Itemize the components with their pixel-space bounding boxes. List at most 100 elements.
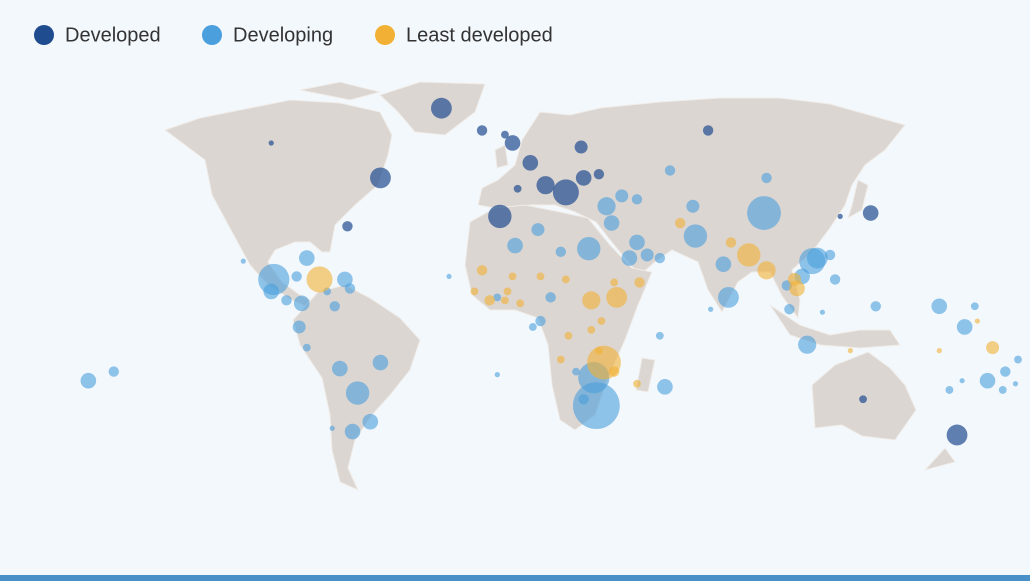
bubble [577, 237, 601, 261]
bubble [342, 221, 353, 232]
bubble [757, 261, 776, 280]
legend-label: Developing [233, 24, 333, 46]
bubble [292, 320, 306, 334]
new-zealand [923, 447, 956, 471]
bubble [829, 274, 841, 285]
bubble [629, 234, 645, 251]
bubble [674, 217, 686, 229]
bubble [345, 381, 370, 405]
bubble [837, 213, 843, 219]
bubble [372, 354, 389, 371]
bubble [936, 348, 942, 354]
bubble [945, 386, 954, 394]
legend: Developed Developing Least developed [34, 24, 553, 46]
bubble [606, 286, 628, 308]
bubble [621, 250, 638, 266]
bubble [1012, 381, 1019, 387]
bubble [80, 372, 97, 389]
bubble [959, 378, 965, 384]
bubble [555, 246, 566, 258]
bubble [370, 167, 391, 189]
bubble [362, 413, 379, 430]
legend-marker [202, 25, 222, 45]
bubble [332, 360, 348, 377]
bubble [587, 326, 596, 334]
legend-label: Developed [65, 24, 161, 46]
bubble [516, 299, 525, 308]
bubble [986, 341, 1000, 355]
bubble [572, 367, 580, 376]
bubble [608, 366, 620, 377]
bubble [337, 271, 353, 288]
bubble [708, 306, 714, 312]
bubble [578, 394, 589, 405]
bubble [488, 204, 512, 229]
bubble [654, 252, 666, 264]
bubble [718, 286, 739, 308]
legend-marker [34, 25, 54, 45]
bubble [329, 301, 340, 312]
bubble [431, 97, 452, 119]
bubble [664, 165, 676, 176]
bubble [631, 194, 643, 205]
bubble [640, 248, 654, 262]
bubble [281, 295, 292, 306]
bubble [582, 291, 601, 310]
bubble [501, 296, 509, 305]
legend-marker [375, 25, 395, 45]
bubble [503, 287, 512, 296]
bubble [504, 135, 521, 151]
bubble [528, 323, 537, 331]
bubble [494, 372, 500, 378]
bottom-bar [0, 575, 1030, 581]
bubble [507, 237, 523, 254]
bubble [633, 379, 641, 388]
bubble [634, 277, 645, 288]
bubble [522, 155, 539, 171]
bubble [806, 247, 828, 269]
bubble [476, 125, 488, 136]
bubble [536, 176, 555, 195]
bubble [508, 272, 517, 281]
bubble [702, 125, 714, 136]
bubble [572, 382, 620, 429]
arctic-islands [299, 81, 382, 101]
bubble [789, 280, 805, 297]
bubble [970, 302, 979, 311]
bubble [493, 293, 502, 302]
bubble [683, 224, 708, 248]
bubble [1014, 355, 1022, 364]
bubble [931, 298, 948, 315]
bubble [306, 266, 333, 293]
britain [494, 144, 509, 169]
bubble [446, 273, 452, 280]
bubble [575, 170, 592, 186]
bubble [552, 179, 579, 206]
bubble [344, 423, 361, 440]
japan [847, 179, 869, 220]
bubble [847, 348, 853, 354]
bubble [824, 249, 836, 261]
bubble [603, 215, 620, 231]
bubble [302, 343, 311, 352]
bubble [240, 258, 246, 264]
bubble [946, 424, 968, 446]
bubble [998, 386, 1007, 394]
bubble [798, 335, 817, 354]
bubble [593, 168, 605, 180]
bubble [263, 283, 280, 300]
bubble [561, 275, 570, 284]
bubble [686, 199, 700, 213]
bubble [476, 265, 488, 276]
bubble [725, 237, 737, 248]
bubble [761, 172, 772, 184]
bubble [484, 295, 495, 306]
bubble [501, 130, 509, 139]
bubble [564, 331, 573, 340]
bubble [531, 223, 545, 237]
bubble [536, 272, 545, 281]
bubble [535, 315, 546, 327]
bubble [470, 287, 479, 296]
bubble [615, 189, 629, 203]
bubble [291, 271, 302, 282]
